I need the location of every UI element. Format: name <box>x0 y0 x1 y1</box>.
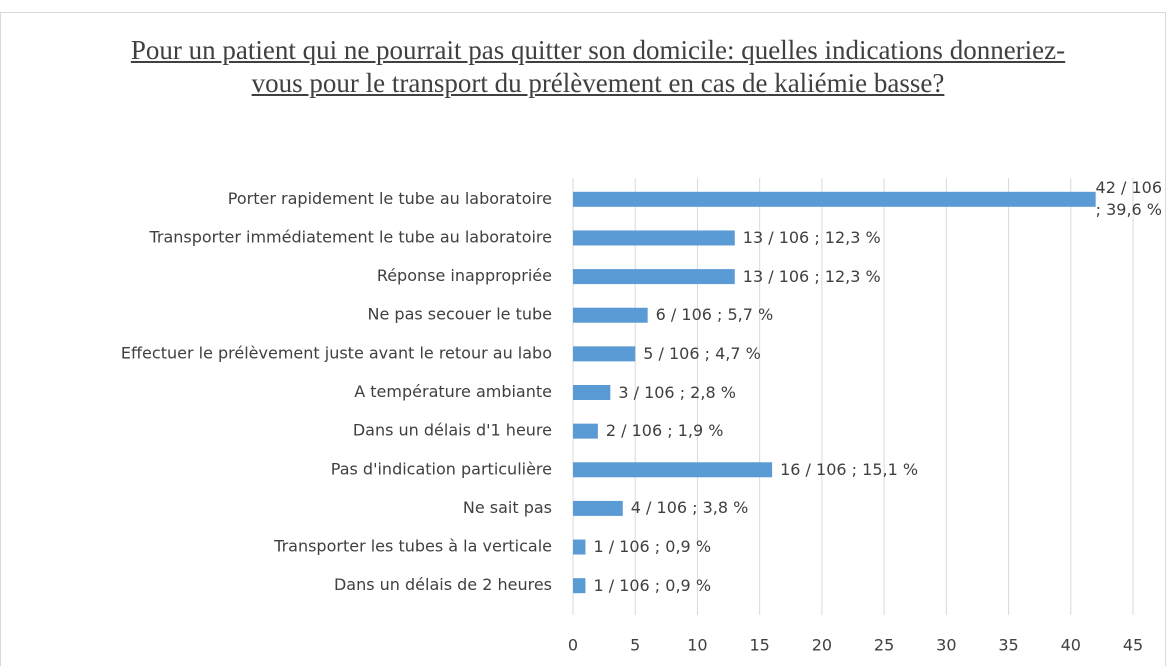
value-label: 3 / 106 ; 2,8 % <box>618 382 736 402</box>
y-tick-label: Effectuer le prélèvement juste avant le … <box>121 343 552 362</box>
y-tick-label: Ne pas secouer le tube <box>368 305 552 324</box>
x-tick-label: 5 <box>630 636 640 655</box>
y-tick-label: Transporter immédiatement le tube au lab… <box>148 227 552 246</box>
chart-title: Pour un patient qui ne pourrait pas quit… <box>130 35 1066 98</box>
y-tick-label: Dans un délais d'1 heure <box>353 421 552 440</box>
y-tick-label: Pas d'indication particulière <box>331 459 552 478</box>
x-tick-label: 10 <box>687 636 707 655</box>
x-tick-label: 20 <box>812 636 832 655</box>
value-label: 5 / 106 ; 4,7 % <box>643 343 761 363</box>
value-label: 13 / 106 ; 12,3 % <box>742 227 881 247</box>
bar <box>573 500 623 516</box>
y-tick-label: A température ambiante <box>354 382 552 401</box>
x-tick-label: 45 <box>1123 636 1143 655</box>
y-tick-label: Porter rapidement le tube au laboratoire <box>228 189 552 208</box>
x-tick-label: 35 <box>998 636 1018 655</box>
bar <box>573 423 598 439</box>
value-label: 13 / 106 ; 12,3 % <box>742 266 881 286</box>
value-label: 1 / 106 ; 0,9 % <box>593 575 712 595</box>
value-label: 4 / 106 ; 3,8 % <box>630 498 749 518</box>
bar <box>573 269 735 285</box>
value-label: 2 / 106 ; 1,9 % <box>605 421 724 441</box>
y-tick-label: Ne sait pas <box>463 498 552 517</box>
value-label: 6 / 106 ; 5,7 % <box>655 305 774 325</box>
y-tick-label: Dans un délais de 2 heures <box>334 575 552 594</box>
bar <box>573 539 586 555</box>
frame <box>0 12 1166 666</box>
bar <box>573 191 1096 207</box>
y-tick-label: Transporter les tubes à la verticale <box>273 537 552 556</box>
x-tick-label: 0 <box>568 636 578 655</box>
bar <box>573 307 648 323</box>
value-label: 42 / 106 ; 39,6 % <box>1095 178 1162 220</box>
x-tick-label: 30 <box>936 636 956 655</box>
bar <box>573 385 611 400</box>
x-tick-label: 15 <box>749 636 769 655</box>
y-tick-label: Réponse inappropriée <box>377 266 552 285</box>
value-label: 16 / 106 ; 15,1 % <box>780 459 919 479</box>
bar <box>573 462 773 478</box>
bar <box>573 578 586 594</box>
x-tick-label: 40 <box>1061 636 1081 655</box>
bar <box>573 346 636 362</box>
value-label: 1 / 106 ; 0,9 % <box>593 537 712 557</box>
x-tick-label: 25 <box>874 636 894 655</box>
bar <box>573 230 735 246</box>
